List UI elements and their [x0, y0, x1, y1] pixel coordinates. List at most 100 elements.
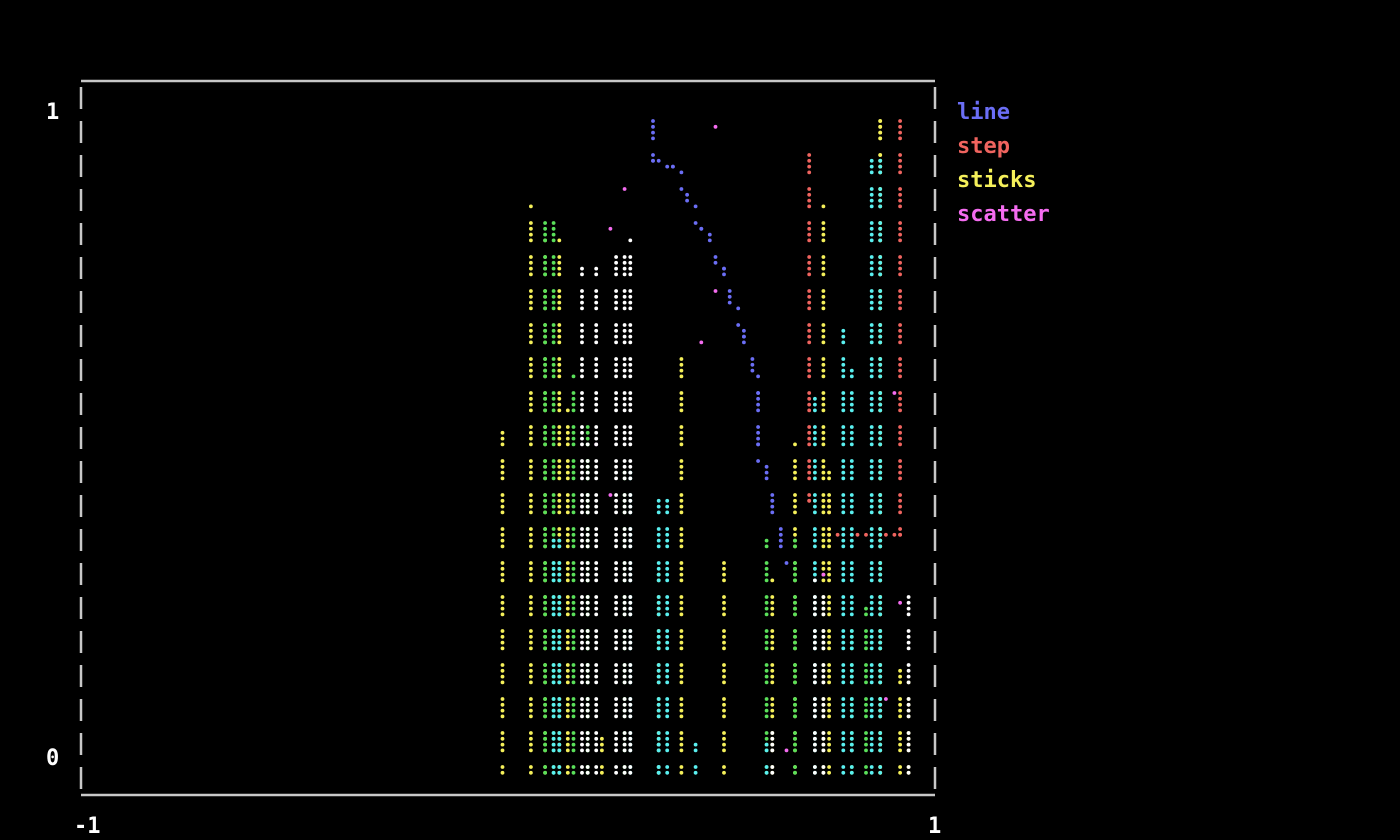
braille-dot [551, 459, 556, 463]
braille-dot [571, 702, 576, 707]
line-segment [770, 498, 783, 543]
braille-dot [869, 232, 874, 237]
braille-dot [500, 646, 505, 651]
braille-dot [571, 493, 576, 497]
braille-dot [571, 680, 576, 685]
braille-dot [529, 362, 533, 367]
braille-dot [878, 731, 883, 735]
braille-dot [594, 770, 599, 775]
braille-dot [770, 498, 775, 503]
scatter-point [898, 600, 902, 605]
braille-dot [841, 334, 846, 339]
braille-dot [557, 374, 562, 379]
braille-dot [665, 612, 670, 617]
braille-dot [679, 532, 684, 537]
braille-dot [693, 742, 698, 747]
braille-dot [849, 425, 854, 429]
braille-dot [580, 425, 584, 429]
braille-dot [571, 708, 576, 713]
braille-dot [529, 702, 533, 707]
line-segment [742, 334, 760, 395]
braille-dot [849, 442, 854, 447]
braille-dot [529, 425, 533, 429]
braille-dot [571, 770, 576, 775]
braille-dot [841, 646, 846, 651]
braille-dot [807, 396, 812, 401]
braille-dot [869, 510, 874, 515]
braille-dot [679, 606, 684, 611]
braille-dot [665, 510, 670, 515]
braille-dot [679, 714, 684, 719]
braille-dot [849, 765, 854, 769]
braille-dot [580, 430, 584, 435]
braille-dot [898, 323, 902, 327]
braille-dot [764, 476, 769, 481]
braille-dot [679, 742, 684, 747]
braille-dot [557, 702, 562, 707]
braille-dot [807, 153, 812, 157]
braille-dot [585, 714, 590, 719]
braille-dot [622, 527, 627, 531]
braille-dot [793, 702, 797, 707]
braille-dot [571, 748, 576, 753]
braille-dot [529, 498, 533, 503]
braille-dot [793, 606, 797, 611]
braille-dot [764, 663, 769, 667]
braille-dot [770, 748, 775, 753]
braille-dot [821, 748, 826, 753]
braille-dot [529, 770, 533, 775]
braille-dot [565, 504, 570, 509]
braille-dot [793, 748, 797, 753]
braille-dot [529, 464, 533, 469]
braille-dot [849, 606, 854, 611]
braille-dot [580, 674, 584, 679]
braille-dot [807, 357, 812, 361]
braille-dot [679, 765, 684, 769]
braille-dot [807, 255, 812, 259]
braille-dot [764, 708, 769, 713]
braille-dot [827, 697, 831, 701]
braille-dot [594, 640, 599, 645]
series-5-stick [841, 328, 846, 775]
braille-dot [614, 493, 618, 497]
braille-dot [906, 748, 911, 753]
braille-dot [878, 668, 883, 673]
braille-dot [628, 674, 633, 679]
braille-dot [869, 595, 874, 599]
braille-dot [557, 464, 562, 469]
braille-dot [614, 674, 618, 679]
braille-dot [585, 736, 590, 741]
braille-dot [878, 266, 883, 271]
braille-dot [565, 538, 570, 543]
braille-dot [864, 612, 868, 617]
braille-dot [557, 600, 562, 605]
braille-dot [622, 606, 627, 611]
braille-dot [622, 391, 627, 395]
braille-dot [841, 640, 846, 645]
braille-dot [656, 504, 661, 509]
braille-dot [665, 532, 670, 537]
braille-dot [813, 634, 817, 639]
braille-dot [529, 459, 533, 463]
braille-dot [543, 634, 547, 639]
braille-dot [628, 459, 633, 463]
braille-dot [551, 566, 556, 571]
braille-dot [656, 702, 661, 707]
braille-dot [580, 606, 584, 611]
braille-dot [557, 674, 562, 679]
braille-dot [580, 300, 584, 305]
braille-dot [864, 748, 868, 753]
braille-dot [665, 544, 670, 549]
braille-dot [551, 629, 556, 633]
braille-dot [906, 606, 911, 611]
braille-dot [898, 306, 902, 311]
braille-dot [656, 158, 661, 163]
braille-dot [821, 357, 826, 361]
braille-dot [807, 374, 812, 379]
braille-dot [898, 470, 902, 475]
braille-dot [571, 646, 576, 651]
braille-dot [869, 368, 874, 373]
braille-dot [722, 600, 726, 605]
braille-dot [585, 663, 590, 667]
braille-dot [827, 600, 831, 605]
